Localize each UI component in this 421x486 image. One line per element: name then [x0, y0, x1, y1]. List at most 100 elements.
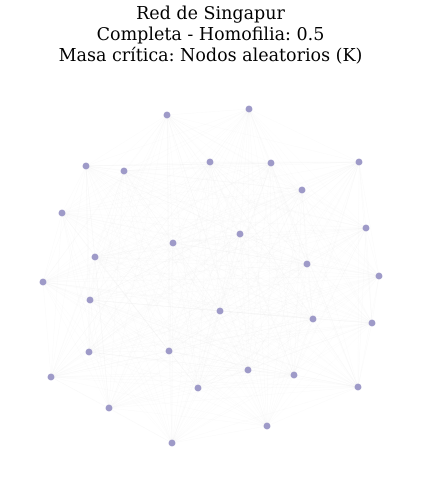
graph-edge	[171, 233, 241, 444]
graph-edge	[197, 161, 211, 389]
graph-edge	[306, 263, 373, 324]
graph-edge	[108, 263, 308, 409]
graph-edge	[88, 263, 308, 353]
graph-edge	[94, 256, 373, 324]
graph-edge	[209, 161, 268, 427]
graph-edge	[94, 161, 211, 258]
graph-edge	[61, 212, 314, 320]
graph-edge	[94, 242, 174, 258]
graph-edge	[312, 275, 380, 320]
graph-edge	[50, 212, 63, 378]
graph-edge	[88, 351, 110, 409]
graph-edge	[42, 281, 314, 320]
node-layer	[39, 105, 383, 447]
graph-edge	[248, 108, 308, 265]
graph-edge	[293, 227, 367, 376]
graph-edge	[94, 189, 303, 258]
graph-edge	[197, 322, 373, 389]
graph-edge	[166, 114, 221, 312]
graph-edge	[357, 275, 380, 388]
graph-node	[165, 347, 173, 355]
graph-edge	[209, 161, 272, 164]
graph-edge	[266, 227, 367, 427]
graph-edge	[166, 114, 174, 244]
graph-edge	[219, 310, 295, 376]
graph-edge	[89, 189, 303, 301]
graph-edge	[85, 165, 380, 277]
graph-edge	[365, 227, 380, 277]
graph-edge	[247, 108, 250, 371]
graph-edge	[61, 212, 170, 352]
graph-edge	[85, 165, 359, 388]
graph-edge	[42, 281, 110, 409]
graph-edge	[293, 275, 380, 376]
graph-edge	[168, 275, 380, 352]
graph-edge	[197, 161, 360, 389]
edge-layer	[42, 108, 380, 444]
graph-edge	[94, 256, 308, 265]
graph-edge	[166, 114, 380, 277]
graph-edge	[50, 165, 87, 378]
graph-edge	[248, 108, 360, 163]
graph-node	[375, 272, 383, 280]
graph-edge	[239, 233, 268, 427]
graph-edge	[108, 310, 221, 409]
graph-edge	[197, 162, 272, 389]
graph-edge	[168, 189, 303, 352]
graph-edge	[42, 281, 359, 388]
graph-edge	[94, 256, 249, 371]
graph-edge	[88, 242, 174, 353]
graph-edge	[50, 275, 380, 378]
graph-edge	[61, 212, 295, 376]
graph-edge	[94, 114, 168, 258]
graph-edge	[85, 165, 125, 172]
graph-edge	[197, 310, 221, 389]
graph-edge	[94, 161, 360, 258]
graph-edge	[197, 189, 303, 389]
graph-edge	[171, 263, 308, 444]
graph-edge	[42, 281, 199, 389]
graph-edge	[168, 322, 373, 352]
graph-edge	[197, 275, 380, 389]
graph-edge	[42, 281, 295, 376]
graph-edge	[239, 189, 303, 235]
graph-edge	[88, 351, 173, 444]
graph-edge	[42, 281, 52, 378]
graph-edge	[61, 212, 174, 244]
graph-edge	[270, 162, 367, 229]
graph-node	[120, 167, 128, 175]
graph-edge	[61, 212, 249, 371]
graph-edge	[42, 165, 87, 283]
graph-edge	[50, 162, 272, 378]
graph-edge	[85, 165, 90, 353]
graph-edge	[50, 161, 360, 378]
graph-edge	[248, 108, 380, 277]
graph-edge	[172, 242, 308, 265]
graph-edge	[301, 189, 373, 324]
graph-edge	[61, 212, 367, 229]
graph-node	[168, 439, 176, 447]
graph-edge	[89, 299, 359, 388]
graph-edge	[171, 322, 373, 444]
graph-edge	[166, 114, 360, 163]
graph-edge	[357, 322, 373, 388]
graph-edge	[88, 108, 250, 353]
graph-edge	[171, 162, 272, 444]
graph-edge	[123, 170, 249, 371]
graph-edge	[266, 318, 314, 427]
graph-edge	[172, 242, 221, 312]
graph-edge	[42, 281, 249, 371]
graph-edge	[88, 233, 241, 353]
graph-edge	[248, 108, 268, 427]
graph-edge	[168, 227, 367, 352]
graph-edge	[108, 407, 268, 427]
graph-edge	[123, 161, 211, 172]
graph-edge	[197, 374, 295, 389]
graph-edge	[61, 212, 380, 277]
graph-node	[163, 111, 171, 119]
graph-edge	[166, 114, 173, 444]
graph-edge	[168, 350, 199, 389]
graph-edge	[61, 212, 359, 388]
graph-edge	[89, 299, 295, 376]
graph-edge	[42, 189, 303, 283]
